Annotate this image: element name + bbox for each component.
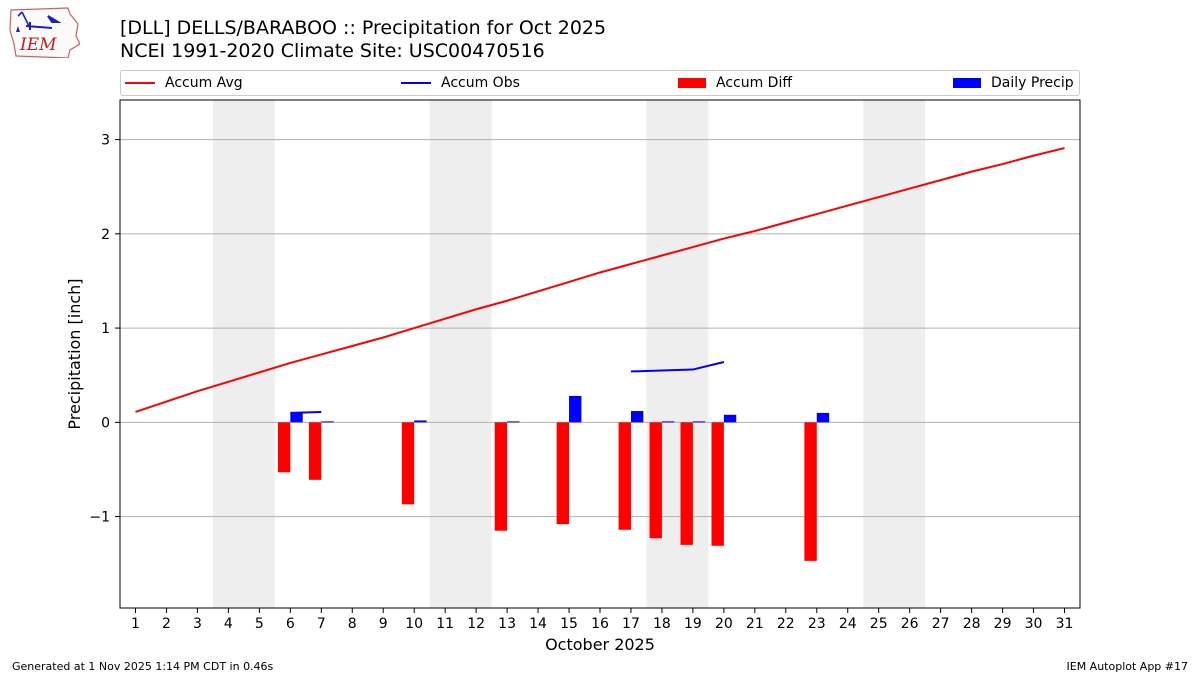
daily-precip-bar xyxy=(569,395,582,423)
x-tick-label: 21 xyxy=(746,616,764,632)
legend-item-accum-diff: Accum Diff xyxy=(678,71,792,95)
x-tick-label: 2 xyxy=(162,616,171,632)
legend-label-daily-precip: Daily Precip xyxy=(991,75,1074,91)
accum-obs-line xyxy=(290,410,322,414)
y-axis-ticks: −1 0 1 2 3 xyxy=(89,133,120,526)
weekend-band xyxy=(212,100,275,608)
plot-frame xyxy=(119,99,1081,609)
x-tick-label: 19 xyxy=(684,616,702,632)
accum-avg-line xyxy=(135,147,1065,413)
x-tick-label: 24 xyxy=(839,616,857,632)
weekend-band xyxy=(863,100,926,608)
x-tick-label: 13 xyxy=(498,616,516,632)
daily-precip-bar xyxy=(630,411,644,423)
legend-swatch-accum-obs xyxy=(401,82,431,84)
x-tick-label: 9 xyxy=(379,616,388,632)
chart-title: [DLL] DELLS/BARABOO :: Precipitation for… xyxy=(120,17,607,39)
x-tick-label: 25 xyxy=(870,616,888,632)
x-tick-label: 30 xyxy=(1025,616,1043,632)
weather-station-icon xyxy=(25,15,62,30)
daily-precip-bar xyxy=(290,412,303,423)
accum-obs-line xyxy=(630,361,725,373)
x-axis-ticks: 1 2 3 4 5 6 7 8 9 10 11 12 13 14 15 16 17 18 19 20 21 22 23 24 2… xyxy=(131,608,1073,632)
rain-drop-icon xyxy=(16,26,20,32)
footer-app: IEM Autoplot App #17 xyxy=(1066,660,1189,673)
daily-precip-bar xyxy=(414,420,427,423)
x-tick-label: 6 xyxy=(286,616,295,632)
x-tick-label: 8 xyxy=(348,616,357,632)
accum-diff-bar xyxy=(556,422,570,525)
legend-swatch-accum-diff xyxy=(678,78,706,88)
daily-precip-bar xyxy=(321,421,334,423)
x-tick-label: 10 xyxy=(405,616,423,632)
footer-generated: Generated at 1 Nov 2025 1:14 PM CDT in 0… xyxy=(12,660,274,673)
x-tick-label: 27 xyxy=(932,616,950,632)
legend-item-daily-precip: Daily Precip xyxy=(953,71,1074,95)
x-tick-label: 5 xyxy=(255,616,264,632)
x-tick-label: 7 xyxy=(317,616,326,632)
x-tick-label: 16 xyxy=(591,616,609,632)
legend-label-accum-obs: Accum Obs xyxy=(441,75,520,91)
legend-item-accum-avg: Accum Avg xyxy=(125,71,243,95)
weekend-band xyxy=(429,100,492,608)
legend-swatch-accum-avg xyxy=(125,82,155,84)
accum-diff-bar xyxy=(494,422,508,531)
daily-precip-bar xyxy=(661,421,675,423)
x-tick-label: 18 xyxy=(653,616,671,632)
accum-diff-bar xyxy=(804,422,817,561)
x-tick-label: 14 xyxy=(529,616,547,632)
x-tick-label: 23 xyxy=(808,616,826,632)
y-tick-label: 2 xyxy=(101,227,110,243)
accum-diff-bar xyxy=(401,422,415,505)
legend-label-accum-diff: Accum Diff xyxy=(716,75,793,91)
accum-diff-bar xyxy=(680,422,693,545)
daily-precip-bar xyxy=(507,421,520,423)
accum-diff-bar xyxy=(649,422,662,539)
weekend-bands xyxy=(212,100,926,608)
y-tick-label: 1 xyxy=(101,321,110,337)
x-tick-label: 26 xyxy=(901,616,919,632)
weekend-band xyxy=(646,100,709,608)
daily-precip-bar xyxy=(816,412,830,423)
x-tick-label: 15 xyxy=(560,616,578,632)
chart-subtitle: NCEI 1991-2020 Climate Site: USC00470516 xyxy=(120,40,545,62)
x-tick-label: 28 xyxy=(963,616,981,632)
y-tick-label: 0 xyxy=(101,415,110,431)
accum-diff-bar xyxy=(308,422,322,480)
x-tick-label: 4 xyxy=(224,616,233,632)
x-tick-label: 11 xyxy=(436,616,454,632)
legend-label-accum-avg: Accum Avg xyxy=(165,75,243,91)
x-tick-label: 29 xyxy=(994,616,1012,632)
iem-logo: IEM xyxy=(9,7,80,58)
daily-precip-bar xyxy=(692,421,706,423)
x-tick-label: 1 xyxy=(131,616,140,632)
iowa-outline-icon xyxy=(9,7,80,58)
line-marks xyxy=(135,147,1065,414)
x-tick-label: 20 xyxy=(715,616,733,632)
logo-text: IEM xyxy=(19,35,57,55)
accum-diff-bar xyxy=(277,422,291,473)
x-tick-label: 17 xyxy=(622,616,640,632)
daily-precip-bar xyxy=(723,414,737,423)
accum-diff-bar xyxy=(618,422,631,530)
x-tick-label: 12 xyxy=(467,616,485,632)
chart-legend: Accum Avg Accum Obs Accum Diff Daily Pre… xyxy=(120,70,1080,96)
x-tick-label: 3 xyxy=(193,616,202,632)
accum-diff-bar xyxy=(711,422,724,546)
x-tick-label: 22 xyxy=(777,616,795,632)
y-tick-label: 3 xyxy=(101,133,110,149)
x-axis-label: October 2025 xyxy=(545,635,655,654)
y-tick-label: −1 xyxy=(89,510,110,526)
legend-swatch-daily-precip xyxy=(953,78,981,88)
legend-item-accum-obs: Accum Obs xyxy=(401,71,520,95)
x-tick-label: 31 xyxy=(1056,616,1074,632)
bar-marks xyxy=(277,395,830,561)
y-axis-label: Precipitation [inch] xyxy=(65,278,84,429)
y-gridlines xyxy=(120,139,1080,518)
